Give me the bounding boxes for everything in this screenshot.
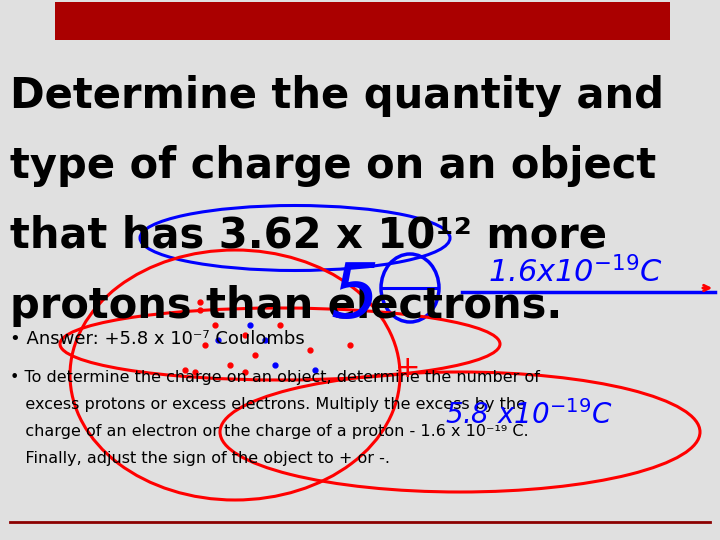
Text: 1.6x10$^{-19}$C: 1.6x10$^{-19}$C xyxy=(488,256,662,288)
FancyBboxPatch shape xyxy=(55,2,670,40)
Text: charge of an electron or the charge of a proton - 1.6 x 10⁻¹⁹ C.: charge of an electron or the charge of a… xyxy=(10,424,528,439)
Text: excess protons or excess electrons. Multiply the excess by the: excess protons or excess electrons. Mult… xyxy=(10,397,526,412)
Text: Determine the quantity and: Determine the quantity and xyxy=(10,75,664,117)
Text: type of charge on an object: type of charge on an object xyxy=(10,145,656,187)
Text: 5: 5 xyxy=(330,260,379,334)
Text: • Answer: +5.8 x 10⁻⁷ Coulombs: • Answer: +5.8 x 10⁻⁷ Coulombs xyxy=(10,330,305,348)
Text: protons than electrons.: protons than electrons. xyxy=(10,285,562,327)
Text: Finally, adjust the sign of the object to + or -.: Finally, adjust the sign of the object t… xyxy=(10,451,390,466)
Text: 5.8 x10$^{-19}$C: 5.8 x10$^{-19}$C xyxy=(445,400,613,430)
Text: • To determine the charge on an object, determine the number of: • To determine the charge on an object, … xyxy=(10,370,540,385)
Text: that has 3.62 x 10¹² more: that has 3.62 x 10¹² more xyxy=(10,215,607,257)
Text: +: + xyxy=(395,354,420,383)
